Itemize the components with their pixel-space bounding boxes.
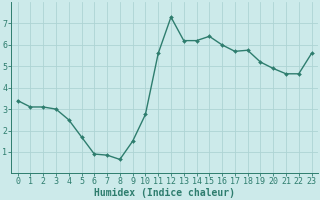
X-axis label: Humidex (Indice chaleur): Humidex (Indice chaleur) bbox=[94, 188, 235, 198]
